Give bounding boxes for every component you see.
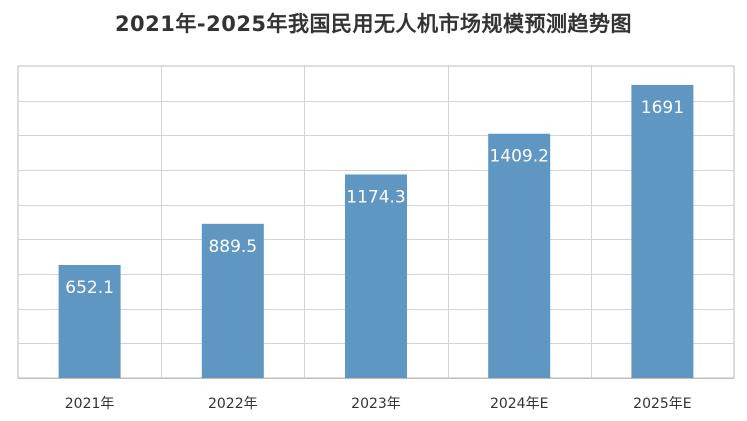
bar-value-label: 1691 xyxy=(641,98,684,118)
bar xyxy=(488,133,551,378)
x-tick-label: 2022年 xyxy=(208,396,258,412)
bar-value-label: 889.5 xyxy=(208,237,257,257)
x-tick-label: 2021年 xyxy=(65,396,115,412)
x-tick-label: 2024年E xyxy=(490,396,548,412)
bar-value-label: 652.1 xyxy=(65,278,114,298)
bar-value-label: 1409.2 xyxy=(489,147,548,167)
bar xyxy=(345,174,407,378)
chart-title: 2021年-2025年我国民用无人机市场规模预测趋势图 xyxy=(114,12,633,36)
bar xyxy=(631,84,694,378)
bar xyxy=(58,264,121,378)
x-tick-label: 2023年 xyxy=(351,396,401,412)
bar xyxy=(201,223,264,378)
x-tick-label: 2025年E xyxy=(633,396,691,412)
bar-value-label: 1174.3 xyxy=(346,187,405,207)
